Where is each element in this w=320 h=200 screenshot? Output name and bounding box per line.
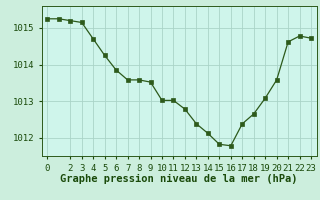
X-axis label: Graphe pression niveau de la mer (hPa): Graphe pression niveau de la mer (hPa) xyxy=(60,174,298,184)
